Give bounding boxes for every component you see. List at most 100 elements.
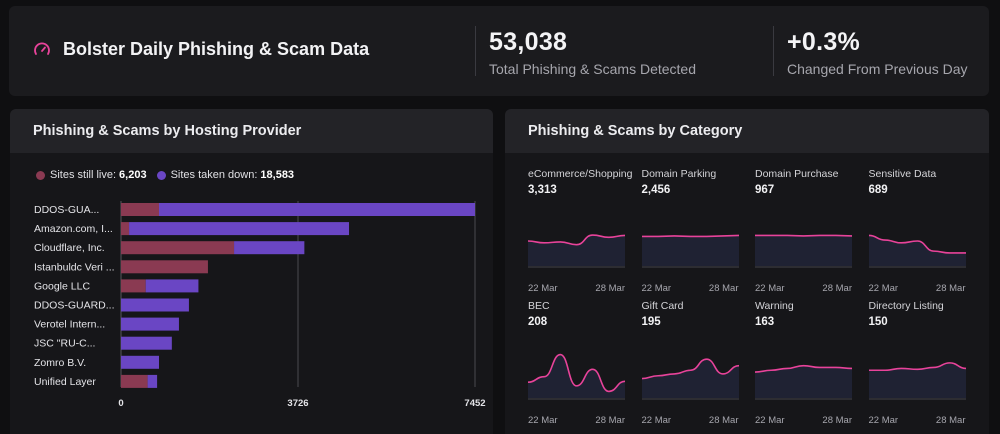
bar-live xyxy=(121,260,208,274)
legend-down-value: 18,583 xyxy=(260,169,295,181)
bar-down xyxy=(121,317,179,331)
bar-down xyxy=(121,355,160,369)
sparkline-line xyxy=(868,362,966,372)
category-value: 163 xyxy=(755,316,775,328)
bar-live xyxy=(121,279,146,293)
bar-live xyxy=(121,241,235,255)
date-end: 28 Mar xyxy=(708,415,739,426)
live-dot-icon xyxy=(36,170,45,180)
category-name: Domain Purchase xyxy=(755,168,839,180)
hosting-panel: Phishing & Scams by Hosting Provider Sit… xyxy=(10,109,493,434)
category-name: Warning xyxy=(755,300,794,312)
bar-down xyxy=(159,203,475,216)
category-value: 689 xyxy=(868,184,888,196)
summary-header: Bolster Daily Phishing & Scam Data 53,03… xyxy=(9,6,989,96)
legend-live-label: Sites still live: xyxy=(50,169,117,181)
category-label: Istanbuldc Veri ... xyxy=(34,261,115,273)
date-range: 22 Mar 28 Mar xyxy=(755,415,852,426)
category-name: Sensitive Data xyxy=(868,168,937,180)
sparkline-line xyxy=(755,364,852,373)
category-name: Domain Parking xyxy=(641,168,717,180)
category-panel: Phishing & Scams by Category eCommerce/S… xyxy=(505,109,989,434)
sparkline-area xyxy=(755,365,852,398)
sparkline-chart xyxy=(755,364,852,400)
date-range: 22 Mar 28 Mar xyxy=(528,283,625,294)
x-tick-label: 0 xyxy=(118,398,123,409)
legend-live: Sites still live: 6,203 xyxy=(36,169,147,181)
category-name: Gift Card xyxy=(641,300,684,312)
sparkline-area xyxy=(641,359,739,398)
bar-down xyxy=(129,222,350,236)
sparkline-chart xyxy=(641,234,739,268)
category-label: Verotel Intern... xyxy=(34,319,105,331)
sparkline-chart xyxy=(868,362,966,400)
sparkline-line xyxy=(641,234,739,238)
legend-live-value: 6,203 xyxy=(119,169,147,181)
category-label: JSC "RU-C... xyxy=(34,338,95,350)
category-name: eCommerce/Shopping xyxy=(528,168,633,180)
divider xyxy=(475,26,476,76)
date-range: 22 Mar 28 Mar xyxy=(869,415,966,426)
category-label: Zomro B.V. xyxy=(34,357,86,369)
change-label: Changed From Previous Day xyxy=(787,61,968,77)
date-range: 22 Mar 28 Mar xyxy=(642,415,739,426)
category-panel-title: Phishing & Scams by Category xyxy=(505,109,989,153)
sparkline-area xyxy=(641,235,739,266)
date-start: 22 Mar xyxy=(528,283,558,294)
date-end: 28 Mar xyxy=(708,283,739,294)
total-stat: 53,038 Total Phishing & Scams Detected xyxy=(489,28,696,77)
change-stat: +0.3% Changed From Previous Day xyxy=(787,28,968,77)
category-value: 3,313 xyxy=(528,184,557,196)
date-range: 22 Mar 28 Mar xyxy=(755,283,852,294)
date-range: 22 Mar 28 Mar xyxy=(642,283,739,294)
sparkline-line xyxy=(528,234,625,246)
date-start: 22 Mar xyxy=(868,415,899,426)
category-card: eCommerce/Shopping 3,313 22 Mar 28 Mar xyxy=(528,168,633,294)
bar-live xyxy=(121,374,148,388)
sparkline-chart xyxy=(755,234,852,268)
category-value: 967 xyxy=(755,184,775,196)
date-start: 22 Mar xyxy=(755,415,785,426)
brand: Bolster Daily Phishing & Scam Data xyxy=(33,39,369,60)
date-end: 28 Mar xyxy=(595,283,625,294)
sparkline-line xyxy=(528,353,625,393)
date-range: 22 Mar 28 Mar xyxy=(528,415,625,426)
sparkline-area xyxy=(528,235,625,266)
date-start: 22 Mar xyxy=(528,415,558,426)
sparkline-chart xyxy=(641,358,739,400)
sparkline-chart xyxy=(528,234,625,268)
bar-down xyxy=(145,279,199,293)
category-card: BEC 208 22 Mar 28 Mar xyxy=(528,300,628,426)
bar-down xyxy=(121,298,189,312)
sparkline-line xyxy=(868,234,966,254)
sparkline-chart xyxy=(868,234,966,268)
category-card: Domain Purchase 967 22 Mar 28 Mar xyxy=(755,168,855,294)
total-value: 53,038 xyxy=(489,28,568,56)
category-value: 2,456 xyxy=(641,184,671,196)
category-card: Gift Card 195 22 Mar 28 Mar xyxy=(641,300,742,426)
gauge-icon xyxy=(34,42,50,55)
category-card: Domain Parking 2,456 22 Mar 28 Mar xyxy=(641,168,742,294)
sparkline-area xyxy=(528,354,625,398)
hosting-bar-chart: DDOS-GUA... Amazon.com, I... Cloudflare, I… xyxy=(34,201,486,409)
bar-down xyxy=(147,374,158,388)
bar-down xyxy=(234,241,305,255)
date-end: 28 Mar xyxy=(935,415,966,426)
category-card: Warning 163 22 Mar 28 Mar xyxy=(755,300,855,426)
legend-down-label: Sites taken down: xyxy=(170,169,258,181)
change-value: +0.3% xyxy=(787,28,861,56)
sparkline-area xyxy=(868,235,966,266)
category-name: BEC xyxy=(528,300,550,312)
category-label: DDOS-GUA... xyxy=(34,204,99,216)
category-label: Amazon.com, I... xyxy=(34,223,113,235)
date-end: 28 Mar xyxy=(595,415,625,426)
date-end: 28 Mar xyxy=(822,415,852,426)
category-name: Directory Listing xyxy=(868,300,944,312)
category-label: Cloudflare, Inc. xyxy=(34,242,105,254)
x-tick-label: 7452 xyxy=(464,398,485,409)
sparkline-chart xyxy=(528,353,625,400)
category-label: Google LLC xyxy=(34,280,90,292)
category-value: 195 xyxy=(641,316,661,328)
legend-down: Sites taken down: 18,583 xyxy=(156,169,295,181)
bar-live xyxy=(121,222,130,236)
